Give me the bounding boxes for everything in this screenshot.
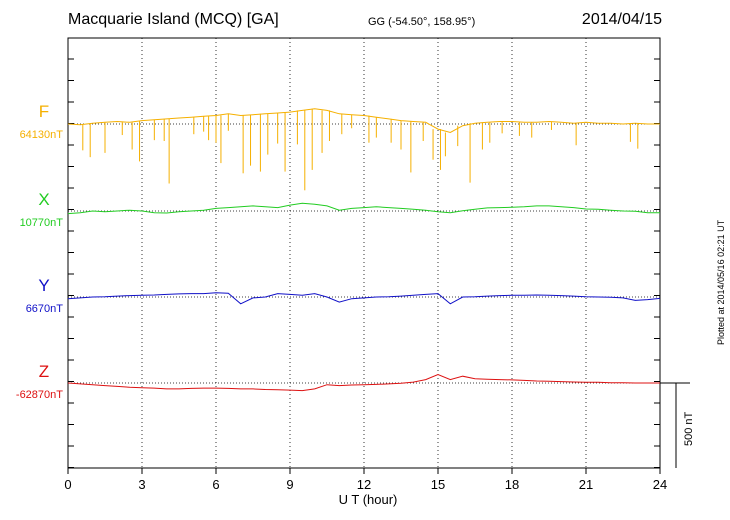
x-axis-label: U T (hour): [339, 492, 398, 507]
plot-date: 2014/04/15: [581, 11, 662, 28]
x-tick-label: 3: [138, 477, 145, 492]
scale-bar-label: 500 nT: [683, 411, 695, 446]
x-tick-label: 0: [64, 477, 71, 492]
x-tick-label: 9: [286, 477, 293, 492]
x-tick-label: 15: [431, 477, 445, 492]
series-labels: F 64130nT X 10770nT Y 6670nT Z -62870nT: [16, 102, 63, 401]
series-line-f: [67, 108, 660, 134]
series-line-y: [67, 292, 661, 305]
x-tick-label: 6: [212, 477, 219, 492]
baseline-value-x: 10770nT: [20, 217, 64, 229]
x-tick-label: 24: [653, 477, 667, 492]
series-name-x: X: [38, 190, 49, 209]
series-group: [67, 108, 661, 392]
baseline-value-f: 64130nT: [20, 129, 64, 141]
grid-lines: [141, 38, 587, 468]
series-name-y: Y: [38, 276, 49, 295]
series-line-z: [67, 373, 660, 392]
plotted-timestamp: Plotted at 2014/05/16 02:21 UT: [716, 219, 726, 345]
series-name-z: Z: [39, 362, 49, 381]
x-axis: 0 3 6 9 12 15 18 21 24: [64, 468, 667, 492]
series-name-f: F: [39, 102, 49, 121]
station-coordinates: GG (-54.50°, 158.95°): [368, 16, 476, 28]
x-tick-label: 21: [579, 477, 593, 492]
station-title: Macquarie Island (MCQ) [GA]: [68, 11, 279, 28]
x-tick-label: 18: [505, 477, 519, 492]
scale-bar: 500 nT: [660, 382, 695, 468]
series-line-x: [67, 202, 660, 215]
baseline-value-y: 6670nT: [26, 303, 64, 315]
baseline-value-z: -62870nT: [16, 389, 63, 401]
x-tick-label: 12: [357, 477, 371, 492]
